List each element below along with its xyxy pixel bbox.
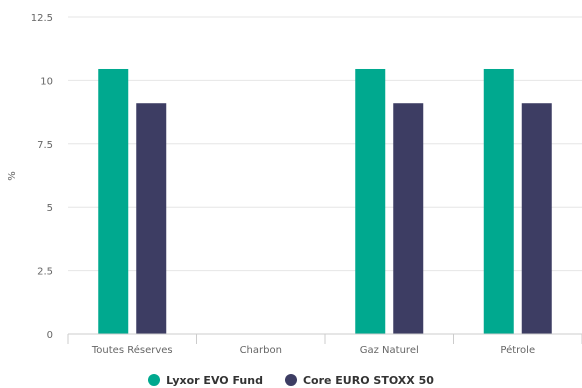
legend-label-core-euro-stoxx-50: Core EURO STOXX 50 [302,373,434,387]
bar-core-euro-stoxx-50-toutes-reserves [136,103,167,334]
legend: Lyxor EVO Fund Core EURO STOXX 50 [0,372,582,388]
bar-lyxor-evo-fund-gaz-naturel [355,68,386,334]
legend-item-core-euro-stoxx-50[interactable]: Core EURO STOXX 50 [284,373,434,387]
bar-lyxor-evo-fund-toutes-reserves [98,68,129,334]
legend-label-lyxor-evo-fund: Lyxor EVO Fund [166,373,263,387]
y-tick-label: 0 [47,330,53,341]
y-tick-label: 7.5 [37,140,53,151]
y-tick-labels: 0 2.5 5 7.5 10 12.5 [31,13,53,341]
x-tick-label: Pétrole [500,344,535,356]
x-tick-label: Toutes Réserves [91,344,173,356]
bar-lyxor-evo-fund-petrole [483,68,514,334]
y-tick-label: 5 [47,203,53,214]
legend-item-lyxor-evo-fund[interactable]: Lyxor EVO Fund [148,374,263,387]
y-tick-label: 2.5 [37,267,53,278]
bar-core-euro-stoxx-50-petrole [521,103,552,334]
y-tick-label: 12.5 [31,13,53,24]
bar-core-euro-stoxx-50-gaz-naturel [393,103,424,334]
y-axis-title: % [7,171,18,181]
x-tick-label: Gaz Naturel [360,345,419,356]
bar-chart: 0 2.5 5 7.5 10 12.5 % Toutes Réserves Charbon G… [7,13,582,356]
x-tick-label: Charbon [240,345,282,356]
bars [98,68,552,334]
x-ticks: Toutes Réserves Charbon Gaz Naturel Pétrole [67,334,582,356]
legend-swatch-lyxor-evo-fund [148,374,161,386]
legend-swatch-core-euro-stoxx-50 [284,374,297,386]
y-tick-label: 10 [40,76,53,87]
